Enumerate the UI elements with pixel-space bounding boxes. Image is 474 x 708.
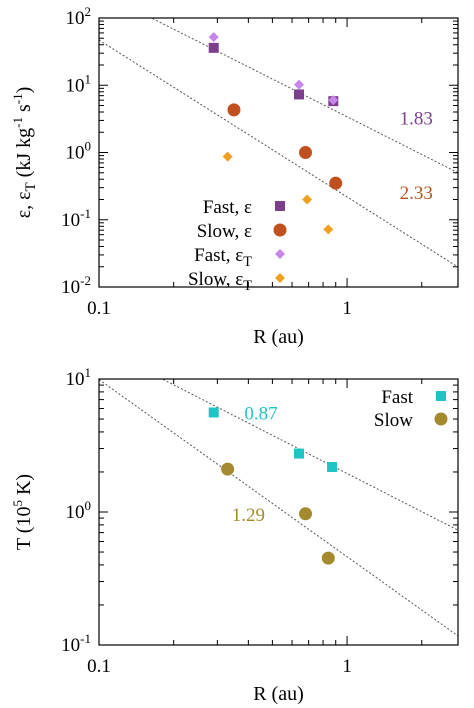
y-label-sup: -1 [10,93,25,104]
data-point [208,407,219,418]
fit-line-1 [99,379,458,637]
data-point [299,507,313,521]
y-tick-label: 10-1 [61,631,91,656]
legend-marker [275,249,285,259]
x-tick-label: 0.1 [87,656,111,677]
legend-marker [273,223,287,237]
legend-label-main: Fast, ε [194,245,243,266]
legend-marker [275,273,285,283]
data-point [321,551,335,565]
slope-annotation: 2.33 [400,183,433,204]
x-axis-label: R (au) [253,683,304,705]
y-tick-mantissa: 10 [66,502,85,523]
y-tick-exponent: 1 [85,71,92,86]
x-tick-label: 0.1 [87,298,111,319]
y-label-sup: 5 [10,500,25,507]
plot-frame [98,17,459,288]
y-axis-label: ε, εT (kJ kg-1 s-1) [10,87,39,219]
fit-line-0 [161,379,458,531]
series-0 [208,407,338,472]
x-axis-label: R (au) [253,326,304,348]
y-tick-label: 10-1 [61,206,91,231]
data-point [299,146,313,159]
legend-label: Slow, ε [197,221,252,242]
data-point [329,176,343,190]
legend-marker [275,201,285,211]
y-label-part: ε, ε [13,191,35,218]
fit-line-1 [99,39,458,268]
legend-marker [434,412,448,426]
y-tick-mantissa: 10 [61,210,80,231]
y-tick-exponent: 0 [85,139,92,154]
data-point [227,103,241,117]
slope-annotation: 1.29 [232,505,265,526]
plot-frame [98,378,459,646]
slope-annotation: 0.87 [244,404,277,425]
y-label-part: T (10 [13,507,35,551]
data-point [302,194,313,205]
x-tick-label: 1 [342,656,352,677]
y-label-part: K) [13,474,35,500]
data-point [293,79,304,90]
y-tick-label: 100 [66,498,92,523]
data-point [293,448,304,459]
data-point [221,462,235,476]
y-tick-exponent: -1 [80,206,91,221]
legend-label: Slow, εT [188,269,252,294]
legend-marker [436,391,446,401]
y-tick-mantissa: 10 [61,277,80,298]
slope-annotation: 1.83 [400,109,433,130]
y-label-part: ) [13,87,35,94]
legend-label: Fast, εT [194,245,252,270]
data-point [327,461,338,472]
series-0 [208,42,339,107]
data-point [208,42,219,53]
y-tick-label: 102 [66,4,92,29]
y-tick-mantissa: 10 [61,635,80,656]
legend-label: Fast, ε [203,197,252,218]
y-tick-exponent: 2 [85,4,92,19]
y-axis-label: T (105 K) [10,474,35,550]
data-point [323,224,334,235]
legend-label-main: Slow, ε [188,269,243,290]
y-tick-exponent: -1 [80,631,91,646]
y-tick-exponent: 0 [85,498,92,513]
series-3 [222,151,334,235]
y-label-part: (kJ kg [13,128,35,182]
y-tick-mantissa: 10 [66,143,85,164]
data-point [328,95,339,106]
series-2 [208,32,339,106]
y-tick-mantissa: 10 [66,369,85,390]
y-tick-label: 100 [66,139,92,164]
series-1 [227,103,343,190]
legend-label: Fast [381,387,413,408]
fit-line-0 [150,18,458,174]
y-tick-mantissa: 10 [66,75,85,96]
y-label-part: s [13,104,35,117]
y-tick-mantissa: 10 [66,8,85,29]
series-1 [221,462,335,565]
data-point [208,32,219,43]
y-tick-exponent: 1 [85,365,92,380]
legend-label-sub: T [243,254,252,270]
y-tick-label: 10-2 [61,273,91,298]
y-tick-exponent: -2 [80,273,91,288]
data-point [293,89,304,100]
legend-label-sub: T [243,278,252,294]
y-tick-label: 101 [66,71,92,96]
y-tick-label: 101 [66,365,92,390]
x-tick-label: 1 [342,298,352,319]
y-label-sub: T [23,182,39,191]
data-point [222,151,233,162]
y-label-sup: -1 [10,117,25,128]
legend-label: Slow [374,410,413,431]
